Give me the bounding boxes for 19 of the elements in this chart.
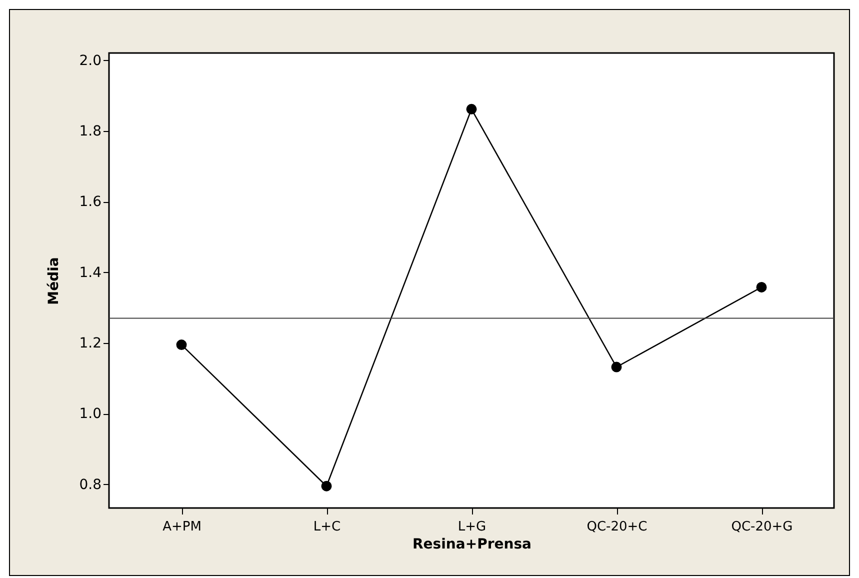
point — [756, 282, 767, 292]
x-tick-label: QC-20+G — [731, 520, 793, 534]
point — [466, 104, 477, 114]
y-tick-label: 1.0 — [79, 406, 102, 422]
y-tick-label: 0.8 — [79, 476, 102, 493]
point — [176, 340, 187, 350]
y-tick-label: 1.2 — [79, 336, 102, 352]
y-tick-label: 1.8 — [79, 124, 102, 140]
x-axis-title: Resina+Prensa — [412, 536, 532, 552]
y-axis-title: Média — [46, 257, 62, 305]
point — [611, 362, 622, 372]
y-tick-label: 1.4 — [79, 264, 102, 281]
x-tick-label: QC-20+C — [586, 520, 648, 534]
y-tick-label: 1.6 — [79, 194, 102, 210]
point — [321, 480, 332, 492]
y-tick-label: 2.0 — [79, 52, 102, 69]
x-tick-label: L+C — [313, 520, 341, 534]
x-tick-label: L+G — [458, 520, 486, 534]
x-tick-label: A+PM — [162, 520, 202, 534]
